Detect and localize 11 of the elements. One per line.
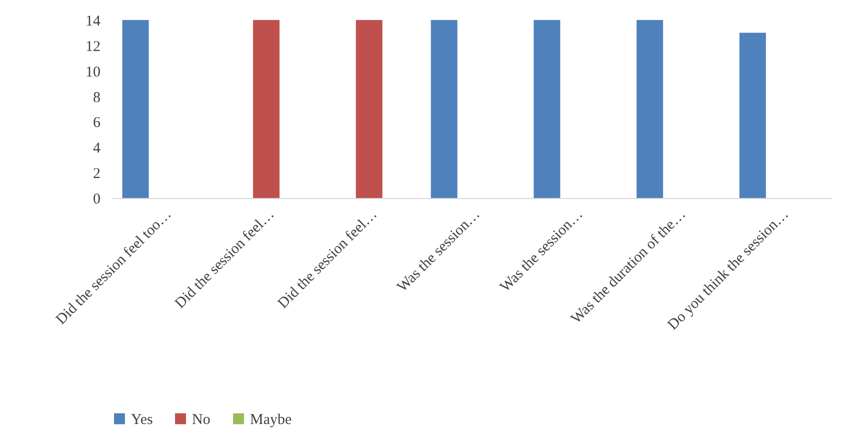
y-tick-label: 14 — [86, 14, 101, 30]
y-tick-label: 2 — [93, 166, 100, 182]
legend-label: Yes — [131, 412, 153, 428]
legend-label: No — [192, 412, 210, 428]
y-tick-label: 12 — [86, 38, 100, 55]
legend-label: Maybe — [250, 412, 292, 428]
y-tick-label: 10 — [86, 64, 100, 80]
y-tick-label: 4 — [93, 140, 101, 157]
y-tick-label: 8 — [93, 90, 100, 106]
y-tick-label: 6 — [93, 115, 101, 132]
y-tick-label: 0 — [93, 192, 100, 208]
